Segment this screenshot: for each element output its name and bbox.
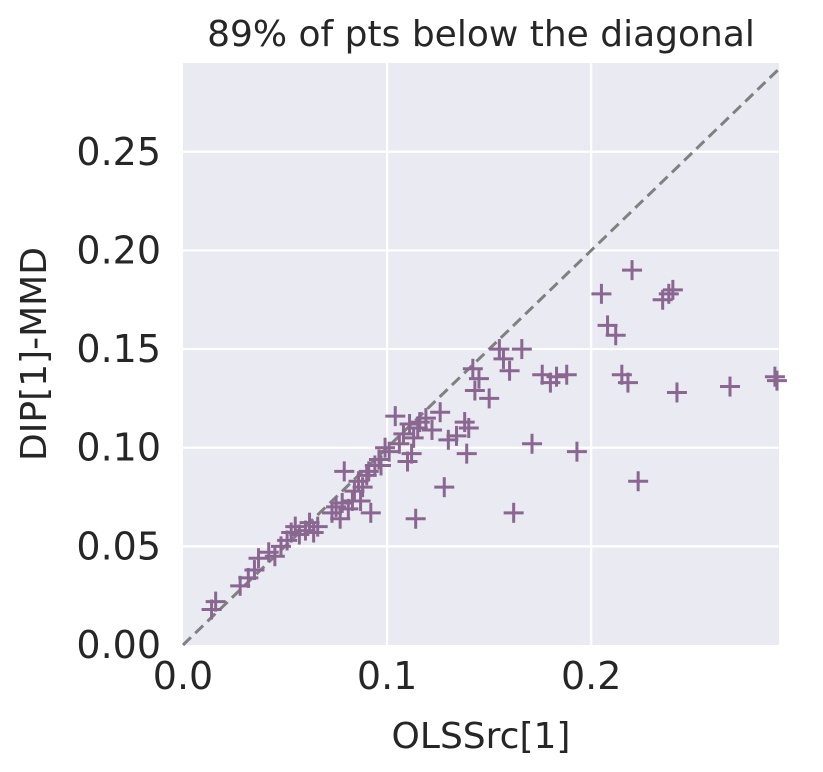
data-point [458,417,479,438]
data-point [205,591,226,612]
data-point [446,425,467,446]
data-point [415,408,436,429]
data-point [464,380,485,401]
y-tick-label: 0.15 [76,327,161,371]
data-point [468,368,489,389]
data-point [764,366,785,387]
chart-title: 89% of pts below the diagonal [207,14,755,55]
y-tick-label: 0.00 [76,623,161,667]
y-tick-label: 0.10 [76,426,161,470]
data-point [350,490,371,511]
data-point [720,376,741,397]
data-point [493,348,514,369]
x-tick-label: 0.1 [357,654,417,698]
data-point [307,516,328,537]
data-point [499,360,520,381]
y-tick-label: 0.05 [76,524,161,568]
y-axis-label: DIP[1]-MMD [14,247,55,461]
data-point [405,508,426,529]
x-tick-label: 0.2 [561,654,621,698]
x-tick-label: 0.0 [153,654,213,698]
data-point [370,455,391,476]
data-point [662,279,683,300]
data-point [434,477,455,498]
data-point [385,406,406,427]
data-point [360,502,381,523]
data-point [546,366,567,387]
data-point [489,339,510,360]
data-point [334,461,355,482]
data-point [379,441,400,462]
data-point [591,283,612,304]
data-point [628,471,649,492]
data-point [352,477,373,498]
x-axis-label: OLSSrc[1] [392,716,571,757]
data-point [248,548,269,569]
data-point [479,388,500,409]
data-point [503,502,524,523]
data-point [456,443,477,464]
data-point [389,433,410,454]
data-point [244,560,265,581]
data-point [556,364,577,385]
y-tick-label: 0.20 [76,228,161,272]
data-point [658,283,679,304]
data-point [522,433,543,454]
data-points [201,260,787,620]
data-point [566,441,587,462]
data-point [375,437,396,458]
y-tick-labels: 0.00 0.05 0.10 0.15 0.20 0.25 [76,130,161,667]
data-point [617,372,638,393]
data-point [422,419,443,440]
x-tick-labels: 0.0 0.1 0.2 [153,654,622,698]
data-point [403,427,424,448]
data-point [666,382,687,403]
y-tick-label: 0.25 [76,130,161,174]
data-point [622,260,643,281]
data-point [605,325,626,346]
data-point [766,370,787,391]
data-point [430,402,451,423]
data-point [511,339,532,360]
data-point [401,443,422,464]
